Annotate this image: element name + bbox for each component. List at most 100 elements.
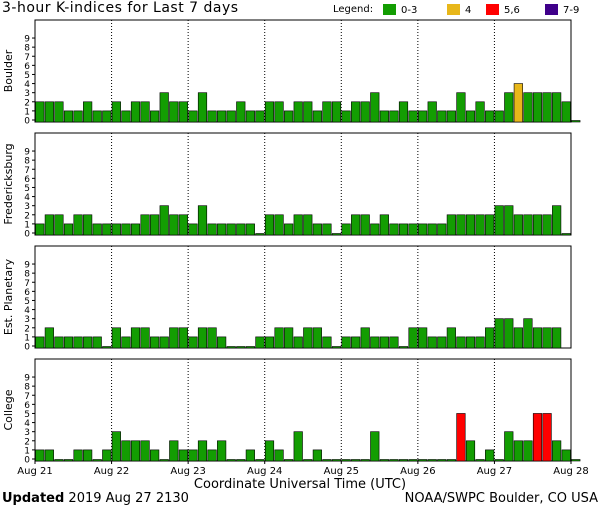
k-index-bar <box>312 327 322 349</box>
k-index-bar <box>571 120 581 123</box>
k-index-bar <box>121 336 131 349</box>
updated-value: 2019 Aug 27 2130 <box>68 491 189 506</box>
k-index-bar <box>360 327 370 349</box>
k-index-bar <box>523 440 533 462</box>
x-tick-label: Aug 22 <box>94 466 129 477</box>
k-index-bar <box>370 336 380 349</box>
k-index-bar <box>274 101 284 123</box>
panel-name: College <box>2 389 15 430</box>
k-index-bar <box>274 214 284 236</box>
k-index-bar <box>360 459 370 462</box>
k-index-bar <box>437 459 447 462</box>
k-index-bar <box>379 110 389 123</box>
k-index-bar <box>552 440 562 462</box>
k-index-bar <box>178 214 188 236</box>
k-index-bar <box>532 413 543 462</box>
k-index-bar <box>274 327 284 349</box>
y-tick-label: 5 <box>24 184 30 194</box>
k-index-bar <box>111 101 121 123</box>
k-index-bar <box>35 449 45 462</box>
y-tick-label: 4 <box>24 306 30 316</box>
k-index-bar <box>169 214 179 236</box>
k-index-bar <box>197 327 208 349</box>
k-index-bar <box>446 327 456 349</box>
k-index-bar <box>303 101 313 123</box>
k-index-bar <box>207 223 217 236</box>
k-index-bar <box>236 101 246 123</box>
y-tick-label: 8 <box>24 270 30 280</box>
k-index-bar <box>360 101 370 123</box>
k-index-bar <box>121 440 131 462</box>
k-index-bar <box>54 336 64 349</box>
k-index-bar <box>504 92 514 123</box>
k-index-bar <box>389 336 399 349</box>
k-index-bar <box>44 327 54 349</box>
k-index-bar <box>35 223 45 236</box>
k-index-bar <box>188 449 198 462</box>
legend-entry-label: 0-3 <box>401 5 418 16</box>
k-index-bar <box>312 223 322 236</box>
y-tick-label: 1 <box>24 333 30 343</box>
legend-entry-4: 4 <box>447 4 471 16</box>
x-tick-label: Aug 21 <box>17 466 52 477</box>
k-index-bar <box>73 449 83 462</box>
k-index-bar <box>561 233 571 236</box>
y-tick-label: 5 <box>24 297 30 307</box>
legend-entry-label: 7-9 <box>563 5 580 16</box>
k-index-bar <box>331 233 342 236</box>
y-tick-label: 8 <box>24 157 30 167</box>
k-index-bar <box>485 327 495 349</box>
y-tick-label: 7 <box>24 392 30 402</box>
y-tick-label: 6 <box>24 401 30 411</box>
y-tick-label: 8 <box>24 44 30 54</box>
k-index-bar <box>389 459 399 462</box>
k-index-bar <box>188 336 198 349</box>
y-tick-label: 1 <box>24 446 30 456</box>
legend-label: Legend: <box>333 4 374 15</box>
k-index-bar <box>418 327 428 349</box>
legend-entry-5-6: 5,6 <box>486 4 520 16</box>
k-index-bar <box>207 327 217 349</box>
k-index-bar <box>485 214 495 236</box>
k-index-bar <box>504 205 514 236</box>
k-index-bar <box>44 101 54 123</box>
y-tick-label: 6 <box>24 62 30 72</box>
k-index-bar <box>63 223 74 236</box>
k-index-bar <box>465 214 476 236</box>
k-index-bar <box>418 459 428 462</box>
k-index-bar <box>140 327 150 349</box>
k-index-bar <box>437 223 447 236</box>
panel-frame <box>34 245 572 349</box>
k-index-bar <box>236 459 246 462</box>
k-index-bar <box>188 223 198 236</box>
k-index-bar <box>63 336 74 349</box>
k-index-bar <box>140 214 150 236</box>
k-index-bar <box>532 92 543 123</box>
k-index-bar <box>63 459 74 462</box>
k-index-bar <box>83 336 93 349</box>
y-tick-label: 5 <box>24 410 30 420</box>
k-index-bar <box>303 459 313 462</box>
k-index-bar <box>255 459 265 462</box>
y-tick-label: 9 <box>24 374 30 384</box>
k-index-bar <box>226 459 236 462</box>
y-tick-label: 7 <box>24 279 30 289</box>
y-tick-label: 9 <box>24 148 30 158</box>
k-index-bar <box>322 101 332 123</box>
k-index-bar <box>494 205 504 236</box>
k-index-bar <box>92 110 102 123</box>
k-index-bar <box>207 110 217 123</box>
k-index-bar <box>552 327 562 349</box>
source-credit: NOAA/SWPC Boulder, CO USA <box>404 491 598 506</box>
y-tick-label: 3 <box>24 202 30 212</box>
k-index-bar <box>236 223 246 236</box>
k-index-bar <box>312 449 322 462</box>
k-index-bar <box>341 459 351 462</box>
k-index-bar <box>284 110 294 123</box>
k-index-bar <box>437 110 447 123</box>
k-index-bar <box>408 110 418 123</box>
k-index-bar <box>379 459 389 462</box>
updated-label: Updated <box>2 491 65 506</box>
k-index-bar <box>446 459 456 462</box>
k-index-bar <box>532 327 543 349</box>
